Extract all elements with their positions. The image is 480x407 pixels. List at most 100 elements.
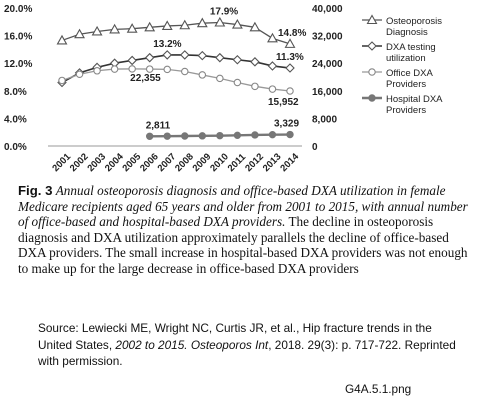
triangle-marker xyxy=(366,14,378,25)
data-label: 14.8% xyxy=(278,28,306,39)
dot-marker xyxy=(163,132,171,140)
circle-marker xyxy=(75,70,84,78)
data-label: 13.2% xyxy=(153,39,181,50)
triangle-marker xyxy=(126,23,138,33)
chart-labels: 17.9% 14.8% 13.2% 11.3% 22,355 15,952 2,811 3,3… xyxy=(130,6,306,131)
x-tick-label: 2001 xyxy=(50,151,73,174)
triangle-marker xyxy=(196,17,208,28)
dot-marker xyxy=(233,131,242,140)
legend-label: Osteoporosis xyxy=(386,16,442,27)
circle-marker xyxy=(198,71,207,79)
right-tick-label: 32,000 xyxy=(312,32,343,43)
x-tick-label: 2013 xyxy=(261,151,284,174)
x-tick-label: 2002 xyxy=(68,151,91,174)
triangle-marker xyxy=(161,20,173,30)
diamond-marker xyxy=(144,52,155,63)
right-tick-label: 24,000 xyxy=(312,59,343,70)
image-filename: G4A.5.1.png xyxy=(345,382,412,396)
circle-marker xyxy=(145,65,154,73)
legend-label: Providers xyxy=(386,79,426,90)
x-tick-label: 2012 xyxy=(243,151,266,174)
legend-label: Office DXA xyxy=(386,68,433,79)
triangle-marker xyxy=(144,21,156,32)
dot-marker xyxy=(251,131,259,139)
x-tick-label: 2004 xyxy=(103,151,126,174)
right-tick-label: 40,000 xyxy=(312,4,343,15)
legend-label: utilization xyxy=(386,53,426,64)
diamond-marker xyxy=(232,54,243,65)
figure-caption: Fig. 3 Annual osteoporosis diagnosis and… xyxy=(18,183,470,277)
circle-marker xyxy=(58,76,66,85)
left-tick-label: 0.0% xyxy=(4,142,27,153)
circle-marker xyxy=(286,87,294,95)
triangle-marker xyxy=(74,28,85,39)
figure-caption-italic: Annual osteoporosis diagnosis and office… xyxy=(18,183,468,230)
x-tick-label: 2007 xyxy=(156,151,179,174)
legend-label: Hospital DXA xyxy=(386,94,443,105)
x-tick-label: 2008 xyxy=(173,151,196,174)
triangle-marker xyxy=(109,23,121,34)
right-tick-label: 8,000 xyxy=(312,114,337,125)
left-tick-label: 4.0% xyxy=(4,114,27,125)
diamond-marker xyxy=(179,50,190,60)
data-label: 2,811 xyxy=(146,120,171,131)
triangle-marker xyxy=(91,25,103,36)
circle-marker xyxy=(110,65,119,73)
triangle-marker xyxy=(214,16,226,27)
x-tick-label: 2010 xyxy=(208,151,231,174)
diamond-marker xyxy=(267,61,278,71)
diamond-marker xyxy=(127,55,137,66)
diamond-marker xyxy=(367,41,377,51)
triangle-marker xyxy=(267,32,278,43)
x-tick-label: 2014 xyxy=(278,151,301,174)
circle-marker xyxy=(233,78,242,87)
left-tick-label: 20.0% xyxy=(4,4,32,15)
dot-marker xyxy=(216,131,224,140)
diamond-marker xyxy=(285,63,295,73)
circle-marker xyxy=(368,68,376,76)
triangle-marker xyxy=(179,19,191,30)
figure-label: Fig. 3 xyxy=(18,183,53,198)
left-tick-label: 8.0% xyxy=(4,87,27,98)
source-suffix: , 2018. 29(3): p. 717-722. Reprinted wit… xyxy=(38,337,456,369)
triangle-marker xyxy=(231,18,243,29)
diamond-marker xyxy=(162,50,173,60)
circle-marker xyxy=(216,74,224,83)
diamond-marker xyxy=(197,50,208,61)
data-label: 15,952 xyxy=(268,97,299,108)
dot-marker xyxy=(145,132,154,141)
legend-label: DXA testing xyxy=(386,42,436,53)
source-prefix: Source: Lewiecki ME, Wright NC, Curtis J… xyxy=(38,321,432,352)
diamond-marker xyxy=(215,52,225,63)
circle-marker xyxy=(128,65,136,73)
triangle-marker xyxy=(284,38,296,48)
circle-marker xyxy=(181,67,189,76)
x-tick-label: 2005 xyxy=(120,151,143,174)
x-tick-label: 2009 xyxy=(191,151,214,174)
x-tick-label: 2011 xyxy=(226,151,249,174)
circle-marker xyxy=(268,85,277,93)
chart: 0.0% 4.0% 8.0% 12.0% 16.0% 20.0% 0 8,000 16,000 2… xyxy=(4,4,443,174)
right-tick-label: 0 xyxy=(312,142,318,153)
source-italic: 2002 to 2015. Osteoporos Int xyxy=(115,337,269,352)
circle-marker xyxy=(163,65,171,74)
dot-marker xyxy=(268,130,277,139)
circle-marker xyxy=(251,82,259,91)
chart-series xyxy=(56,16,296,141)
x-tick-label: 2003 xyxy=(85,151,108,174)
data-label: 11.3% xyxy=(276,52,304,63)
left-tick-label: 16.0% xyxy=(4,32,32,43)
circle-marker xyxy=(93,67,101,75)
triangle-marker xyxy=(56,34,68,45)
left-tick-label: 12.0% xyxy=(4,59,32,70)
dot-marker xyxy=(368,94,376,102)
dot-marker xyxy=(181,132,189,140)
data-label: 22,355 xyxy=(130,73,161,84)
data-label: 17.9% xyxy=(210,6,238,17)
dot-marker xyxy=(286,130,294,139)
legend-label: Providers xyxy=(386,105,426,116)
right-tick-label: 16,000 xyxy=(312,87,343,98)
legend-label: Diagnosis xyxy=(386,27,428,38)
diamond-marker xyxy=(250,57,260,67)
figure-caption-body: The decline in osteoporosis diagnosis an… xyxy=(18,214,468,276)
